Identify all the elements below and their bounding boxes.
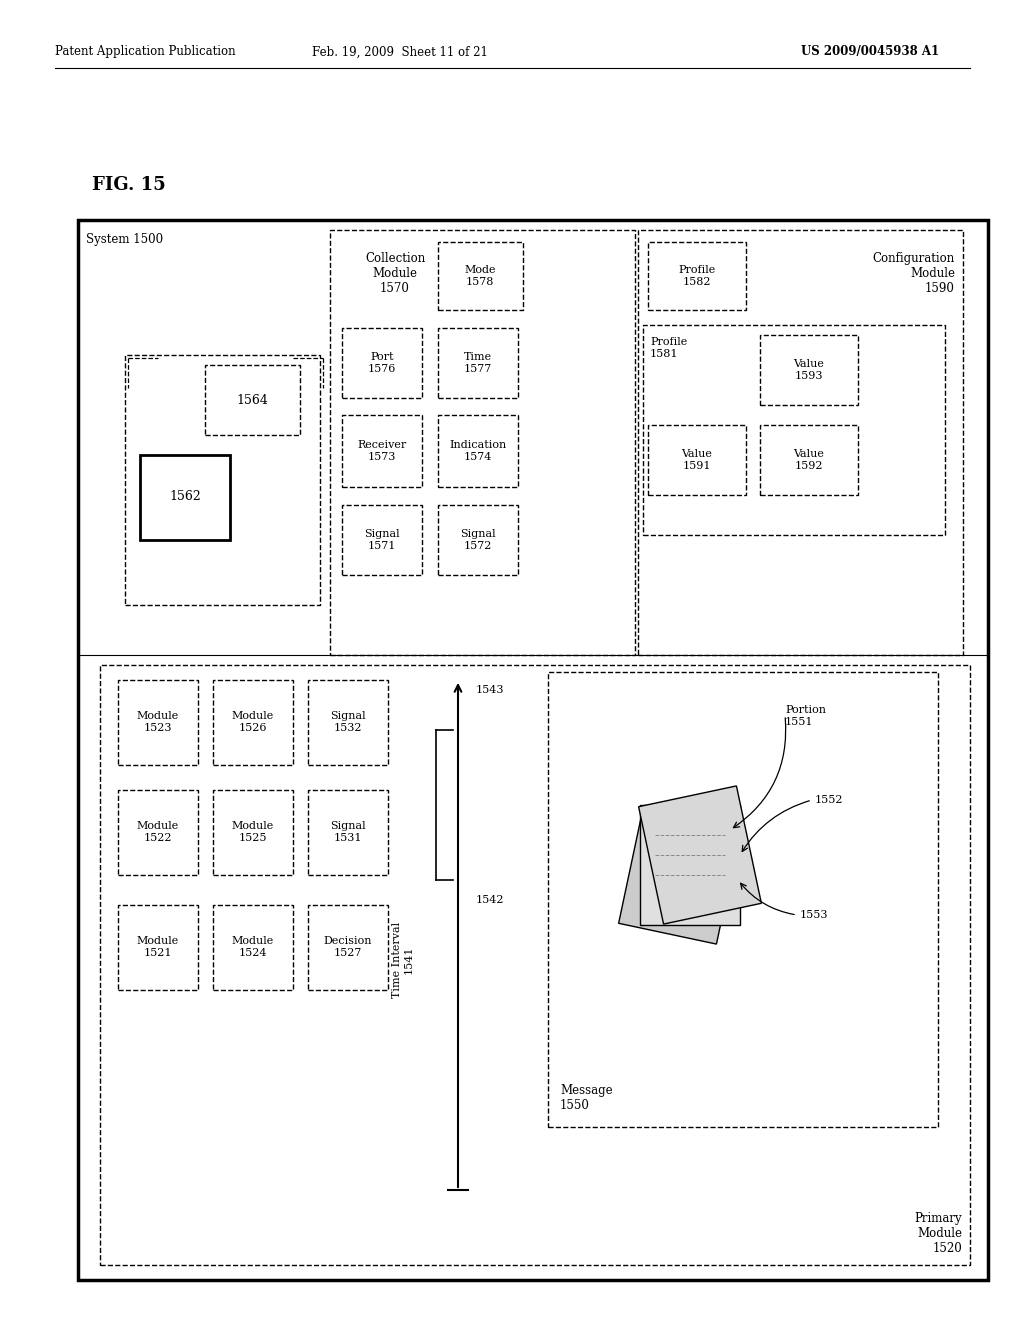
Text: Value
1593: Value 1593 (794, 359, 824, 380)
Bar (308, 906, 388, 990)
Bar (213, 906, 293, 990)
Bar (100, 665, 970, 1265)
Bar (330, 230, 635, 655)
Text: Time
1577: Time 1577 (464, 352, 493, 374)
Polygon shape (618, 807, 741, 944)
Text: 1553: 1553 (800, 909, 828, 920)
Text: Value
1592: Value 1592 (794, 449, 824, 471)
Bar (78, 220, 988, 1280)
Text: Portion
1551: Portion 1551 (785, 705, 826, 726)
Text: 1552: 1552 (815, 795, 844, 805)
Bar (438, 242, 523, 310)
Text: 1543: 1543 (476, 685, 505, 696)
Bar (125, 355, 319, 605)
Text: Module
1523: Module 1523 (137, 711, 179, 733)
Text: Module
1526: Module 1526 (231, 711, 274, 733)
Polygon shape (639, 785, 762, 924)
Bar (438, 327, 518, 399)
Text: FIG. 15: FIG. 15 (92, 176, 166, 194)
Bar (760, 335, 858, 405)
Text: Patent Application Publication: Patent Application Publication (55, 45, 236, 58)
Text: Signal
1572: Signal 1572 (460, 529, 496, 550)
Text: 1542: 1542 (476, 895, 505, 906)
Bar (118, 680, 198, 766)
Text: US 2009/0045938 A1: US 2009/0045938 A1 (801, 45, 939, 58)
Text: Value
1591: Value 1591 (682, 449, 713, 471)
Text: System 1500: System 1500 (86, 234, 163, 247)
Text: Feb. 19, 2009  Sheet 11 of 21: Feb. 19, 2009 Sheet 11 of 21 (312, 45, 488, 58)
Text: Signal
1571: Signal 1571 (365, 529, 399, 550)
Bar (140, 455, 230, 540)
Bar (342, 327, 422, 399)
Bar (118, 789, 198, 875)
Text: Signal
1532: Signal 1532 (330, 711, 366, 733)
Bar (205, 366, 300, 436)
Bar (760, 425, 858, 495)
Bar (213, 680, 293, 766)
Text: Message
1550: Message 1550 (560, 1084, 612, 1111)
Text: Module
1521: Module 1521 (137, 936, 179, 958)
Bar (643, 325, 945, 535)
Text: Collection
Module
1570: Collection Module 1570 (365, 252, 425, 294)
Bar (342, 414, 422, 487)
Polygon shape (640, 805, 740, 925)
Bar (342, 506, 422, 576)
Bar (308, 680, 388, 766)
Text: Profile
1581: Profile 1581 (650, 337, 687, 359)
Text: Decision
1527: Decision 1527 (324, 936, 373, 958)
Text: Profile
1582: Profile 1582 (678, 265, 716, 286)
Text: 1562: 1562 (169, 491, 201, 503)
Bar (438, 506, 518, 576)
Bar (308, 789, 388, 875)
Bar (438, 414, 518, 487)
Text: Receiver
1573: Receiver 1573 (357, 440, 407, 462)
Text: Configuration
Module
1590: Configuration Module 1590 (872, 252, 955, 294)
Text: Module
1522: Module 1522 (137, 821, 179, 842)
Text: 1564: 1564 (237, 393, 268, 407)
Bar (548, 672, 938, 1127)
Bar (648, 425, 746, 495)
Text: Time Interval
1541: Time Interval 1541 (392, 921, 414, 998)
Text: Port
1576: Port 1576 (368, 352, 396, 374)
Bar (118, 906, 198, 990)
Text: Primary
Module
1520: Primary Module 1520 (914, 1212, 962, 1255)
Bar (213, 789, 293, 875)
Text: Module
1525: Module 1525 (231, 821, 274, 842)
Text: Mode
1578: Mode 1578 (464, 265, 496, 286)
Text: Module
1524: Module 1524 (231, 936, 274, 958)
Text: Signal
1531: Signal 1531 (330, 821, 366, 842)
Bar (638, 230, 963, 655)
Text: Indication
1574: Indication 1574 (450, 440, 507, 462)
Bar (648, 242, 746, 310)
